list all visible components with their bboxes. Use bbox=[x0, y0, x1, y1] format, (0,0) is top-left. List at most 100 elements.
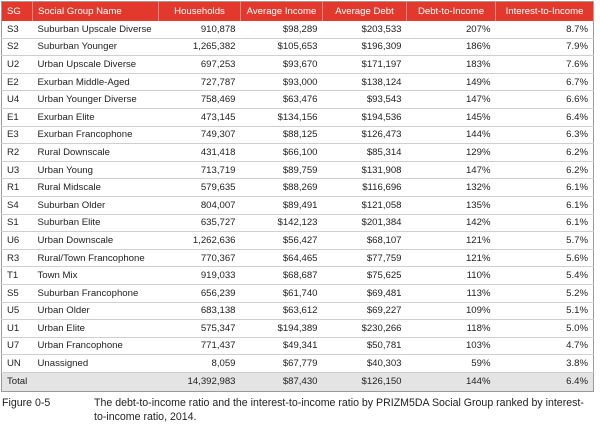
table-row: U7 Urban Francophone 771,437 $49,341 $50,781… bbox=[1, 337, 594, 356]
column-header: Average Debt bbox=[322, 1, 407, 21]
group-name: Suburban Elite bbox=[32, 214, 159, 233]
cell: $89,491 bbox=[240, 196, 323, 215]
sg-code: S3 bbox=[1, 21, 33, 39]
data-table: SG Social Group Name Households Average Inc… bbox=[1, 1, 594, 392]
cell: $105,653 bbox=[240, 38, 323, 57]
table-row: U5 Urban Older 683,138 $63,612 $69,227 109% 5.… bbox=[1, 302, 594, 321]
cell: 147% bbox=[406, 161, 496, 180]
cell: 5.6% bbox=[495, 249, 594, 268]
column-header: Interest-to-Income bbox=[495, 1, 594, 21]
group-name: Exurban Elite bbox=[32, 108, 159, 127]
group-name: Suburban Older bbox=[32, 196, 159, 215]
cell: $67,779 bbox=[240, 354, 323, 373]
cell: 6.6% bbox=[495, 90, 594, 109]
cell: 804,007 bbox=[158, 196, 241, 215]
cell: $194,536 bbox=[322, 108, 407, 127]
cell: 7.6% bbox=[495, 55, 594, 74]
table-row: U2 Urban Upscale Diverse 697,253 $93,670 $17… bbox=[1, 55, 594, 74]
cell: 431,418 bbox=[158, 143, 241, 162]
cell: 149% bbox=[406, 73, 496, 92]
cell: $68,107 bbox=[322, 231, 407, 250]
cell: 656,239 bbox=[158, 284, 241, 303]
sg-code: U4 bbox=[1, 90, 33, 109]
total-cell: $87,430 bbox=[240, 371, 323, 392]
cell: $121,058 bbox=[322, 196, 407, 215]
cell: 473,145 bbox=[158, 108, 241, 127]
cell: $194,389 bbox=[240, 319, 323, 338]
cell: 135% bbox=[406, 196, 496, 215]
sg-code: U3 bbox=[1, 161, 33, 180]
cell: $56,427 bbox=[240, 231, 323, 250]
cell: 121% bbox=[406, 231, 496, 250]
cell: 6.2% bbox=[495, 161, 594, 180]
table-row: E1 Exurban Elite 473,145 $134,156 $194,536 14… bbox=[1, 108, 594, 127]
cell: $63,476 bbox=[240, 90, 323, 109]
group-name: Rural Downscale bbox=[32, 143, 159, 162]
cell: 697,253 bbox=[158, 55, 241, 74]
column-header: Households bbox=[158, 1, 241, 21]
cell: $49,341 bbox=[240, 337, 323, 356]
group-name: Urban Upscale Diverse bbox=[32, 55, 159, 74]
cell: $75,625 bbox=[322, 266, 407, 285]
table-row: S1 Suburban Elite 635,727 $142,123 $201,384 1… bbox=[1, 214, 594, 233]
table-row: S3 Suburban Upscale Diverse 910,878 $98,289… bbox=[1, 21, 594, 39]
cell: 8.7% bbox=[495, 21, 594, 39]
cell: 6.7% bbox=[495, 73, 594, 92]
cell: $77,759 bbox=[322, 249, 407, 268]
sg-code: S1 bbox=[1, 214, 33, 233]
sg-code: S2 bbox=[1, 38, 33, 57]
cell: 109% bbox=[406, 302, 496, 321]
cell: 6.2% bbox=[495, 143, 594, 162]
group-name: Rural/Town Francophone bbox=[32, 249, 159, 268]
cell: 59% bbox=[406, 354, 496, 373]
table-row: S5 Suburban Francophone 656,239 $61,740 $69,… bbox=[1, 284, 594, 303]
cell: 683,138 bbox=[158, 302, 241, 321]
group-name: Urban Younger Diverse bbox=[32, 90, 159, 109]
table-row: R2 Rural Downscale 431,418 $66,100 $85,314 12… bbox=[1, 143, 594, 162]
cell: $116,696 bbox=[322, 178, 407, 197]
cell: $88,125 bbox=[240, 126, 323, 145]
cell: $64,465 bbox=[240, 249, 323, 268]
cell: 144% bbox=[406, 126, 496, 145]
cell: 5.2% bbox=[495, 284, 594, 303]
group-name: Suburban Francophone bbox=[32, 284, 159, 303]
cell: $93,543 bbox=[322, 90, 407, 109]
cell: 919,033 bbox=[158, 266, 241, 285]
table-body: S3 Suburban Upscale Diverse 910,878 $98,289… bbox=[1, 21, 594, 392]
cell: $50,781 bbox=[322, 337, 407, 356]
table-row: T1 Town Mix 919,033 $68,687 $75,625 110% 5.4% bbox=[1, 266, 594, 285]
column-header: SG bbox=[1, 1, 33, 21]
table-row: U4 Urban Younger Diverse 758,469 $63,476 $93… bbox=[1, 90, 594, 109]
cell: 579,635 bbox=[158, 178, 241, 197]
group-name: Urban Downscale bbox=[32, 231, 159, 250]
sg-code: U6 bbox=[1, 231, 33, 250]
header-row: SG Social Group Name Households Average Inc… bbox=[1, 1, 594, 21]
cell: $85,314 bbox=[322, 143, 407, 162]
cell: $66,100 bbox=[240, 143, 323, 162]
cell: 186% bbox=[406, 38, 496, 57]
cell: 5.1% bbox=[495, 302, 594, 321]
group-name: Suburban Upscale Diverse bbox=[32, 21, 159, 39]
caption-text: The debt-to-income ratio and the interes… bbox=[94, 397, 584, 423]
sg-code: S4 bbox=[1, 196, 33, 215]
cell: $230,266 bbox=[322, 319, 407, 338]
total-cell: $126,150 bbox=[322, 371, 407, 392]
table-row: U3 Urban Young 713,719 $89,759 $131,908 147% 6… bbox=[1, 161, 594, 180]
sg-code: R1 bbox=[1, 178, 33, 197]
sg-code: T1 bbox=[1, 266, 33, 285]
group-name: Suburban Younger bbox=[32, 38, 159, 57]
cell: 727,787 bbox=[158, 73, 241, 92]
caption-label: Figure 0-5 bbox=[2, 397, 51, 409]
table-row: UN Unassigned 8,059 $67,779 $40,303 59% 3.8% bbox=[1, 354, 594, 373]
cell: $138,124 bbox=[322, 73, 407, 92]
cell: 3.8% bbox=[495, 354, 594, 373]
cell: 4.7% bbox=[495, 337, 594, 356]
cell: 5.4% bbox=[495, 266, 594, 285]
group-name: Urban Elite bbox=[32, 319, 159, 338]
cell: 121% bbox=[406, 249, 496, 268]
column-header: Debt-to-Income bbox=[406, 1, 496, 21]
cell: 147% bbox=[406, 90, 496, 109]
group-name: Exurban Francophone bbox=[32, 126, 159, 145]
cell: $196,309 bbox=[322, 38, 407, 57]
table-row: E2 Exurban Middle-Aged 727,787 $93,000 $138,… bbox=[1, 73, 594, 92]
